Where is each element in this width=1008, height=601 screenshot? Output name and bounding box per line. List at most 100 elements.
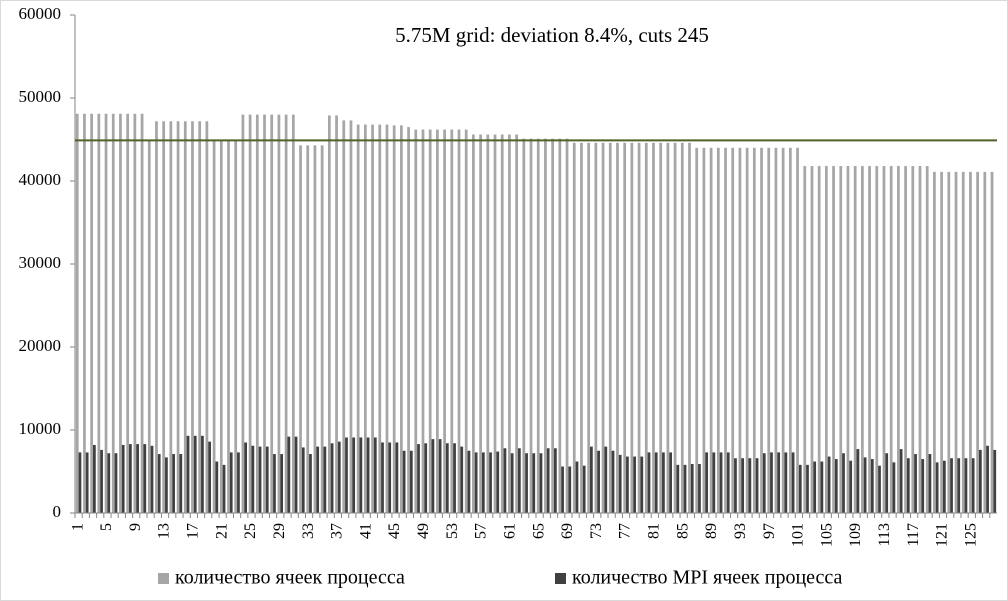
- bar: [460, 446, 464, 513]
- bar: [493, 134, 497, 513]
- bar: [716, 147, 720, 514]
- x-tick-label: 85: [674, 523, 691, 539]
- x-tick-label: 57: [473, 523, 490, 539]
- bar: [186, 435, 190, 513]
- bar: [623, 142, 627, 513]
- x-tick-label: 37: [329, 523, 346, 539]
- bar: [820, 461, 824, 513]
- bar: [726, 452, 730, 513]
- bar: [832, 166, 835, 513]
- bar: [330, 443, 334, 513]
- bar: [424, 443, 428, 513]
- y-tick-label: 10000: [19, 419, 62, 438]
- bar: [539, 453, 543, 513]
- bar: [688, 142, 691, 513]
- bar: [193, 435, 197, 513]
- bar: [337, 441, 341, 513]
- bar: [803, 166, 807, 513]
- x-tick-label: 105: [818, 523, 835, 547]
- bar: [724, 147, 727, 514]
- legend-swatch: [555, 573, 566, 584]
- bar: [414, 129, 418, 514]
- bar: [258, 446, 262, 513]
- x-tick-label: 97: [761, 523, 778, 539]
- bar: [392, 125, 396, 513]
- bar: [899, 449, 903, 513]
- bar: [255, 114, 259, 513]
- bar: [647, 452, 651, 513]
- bar: [702, 147, 706, 514]
- bar: [85, 452, 89, 513]
- bar: [842, 453, 845, 513]
- bar: [964, 458, 968, 513]
- bar: [875, 166, 879, 513]
- bar: [467, 450, 471, 513]
- bar: [349, 120, 353, 513]
- bar: [580, 142, 583, 513]
- bar: [669, 452, 672, 513]
- x-tick-label: 5: [98, 523, 115, 531]
- bar: [770, 452, 773, 513]
- legend-swatch: [158, 573, 169, 584]
- bar: [652, 142, 655, 513]
- bar: [316, 446, 320, 513]
- bar: [119, 113, 122, 514]
- bar: [486, 134, 490, 513]
- bar: [882, 166, 886, 513]
- bar: [313, 145, 317, 513]
- x-tick-label: 69: [559, 523, 576, 539]
- bar: [993, 449, 997, 513]
- bar: [147, 139, 151, 513]
- bar: [741, 458, 745, 513]
- bar: [870, 459, 874, 513]
- bar: [417, 444, 420, 513]
- bar: [496, 451, 500, 513]
- bar: [327, 115, 331, 514]
- bar: [654, 452, 658, 513]
- bar: [457, 129, 461, 514]
- bar: [662, 452, 665, 513]
- bar: [111, 113, 115, 514]
- bar: [162, 121, 166, 514]
- bar: [472, 134, 475, 513]
- bar: [121, 444, 125, 513]
- x-tick-label: 81: [646, 523, 663, 539]
- bar: [827, 456, 831, 513]
- bar: [529, 138, 533, 514]
- bar: [381, 442, 384, 513]
- bar: [719, 452, 723, 513]
- bar: [885, 453, 889, 513]
- bar: [234, 139, 238, 513]
- bar: [767, 147, 771, 514]
- bar: [90, 113, 94, 514]
- bar: [251, 445, 255, 513]
- bar: [212, 139, 216, 513]
- bar: [352, 437, 356, 513]
- x-tick-label: 61: [501, 523, 518, 539]
- chart-title: 5.75M grid: deviation 8.4%, cuts 245: [395, 23, 709, 47]
- bar: [191, 121, 194, 514]
- bar: [551, 138, 555, 514]
- bar: [114, 453, 118, 513]
- bar: [342, 120, 346, 513]
- bar: [618, 454, 622, 513]
- bar: [385, 124, 389, 513]
- bar: [738, 147, 742, 514]
- bar: [409, 450, 413, 513]
- x-tick-label: 21: [213, 523, 230, 539]
- bar: [104, 113, 108, 514]
- bar: [774, 147, 778, 514]
- x-tick-label: 65: [530, 523, 547, 539]
- bar: [990, 171, 994, 513]
- bar: [546, 448, 550, 513]
- x-tick-label: 25: [242, 523, 259, 539]
- bar: [126, 113, 130, 514]
- x-tick-label: 17: [185, 523, 202, 539]
- bar: [731, 147, 735, 514]
- bar: [75, 113, 79, 514]
- bar: [760, 147, 763, 514]
- bar: [500, 134, 504, 513]
- x-tick-label: 29: [271, 523, 288, 539]
- bar: [856, 449, 860, 513]
- bar: [97, 113, 101, 514]
